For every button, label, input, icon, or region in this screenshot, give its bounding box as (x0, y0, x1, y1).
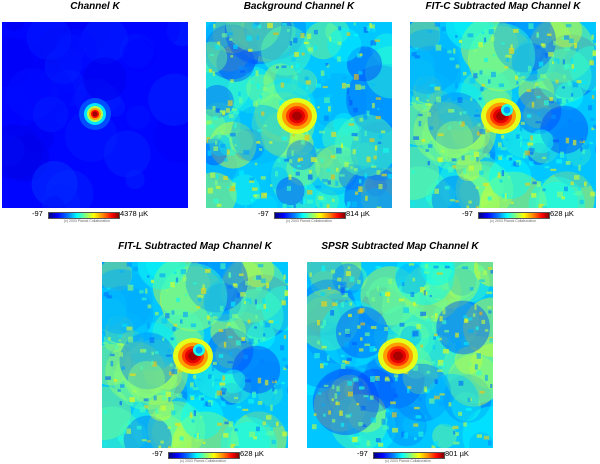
colorbar-min-label: -97 (258, 209, 269, 218)
panel-title: FIT-L Subtracted Map Channel K (118, 241, 272, 252)
colorbar (168, 452, 240, 459)
colorbar-credit: (c) 2003 Planck Collaboration (180, 459, 226, 463)
panel-title: SPSR Subtracted Map Channel K (321, 241, 479, 252)
colorbar-max-label: 4378 µK (120, 209, 149, 218)
panel-channel-k: Channel K -97 4378 µK (c) 2003 Planck Co… (2, 0, 188, 230)
sky-map (206, 22, 392, 208)
colorbar (373, 452, 445, 459)
sky-map (2, 22, 188, 208)
colorbar-max-label: 628 µK (240, 449, 264, 458)
panel-background-channel-k: Background Channel K -97 814 µK (c) 2003… (206, 0, 392, 230)
colorbar-min-label: -97 (152, 449, 163, 458)
colorbar-max-label: 801 µK (445, 449, 469, 458)
colorbar (478, 212, 550, 219)
panel-title: Channel K (70, 1, 120, 12)
colorbar (274, 212, 346, 219)
colorbar-min-label: -97 (462, 209, 473, 218)
panel-fit-l-subtracted: FIT-L Subtracted Map Channel K -97 628 µ… (102, 238, 288, 464)
sky-map (410, 22, 596, 208)
colorbar-min-label: -97 (32, 209, 43, 218)
panel-spsr-subtracted: SPSR Subtracted Map Channel K -97 801 µK… (307, 238, 493, 464)
panel-title: FIT-C Subtracted Map Channel K (425, 1, 581, 12)
colorbar-max-label: 628 µK (550, 209, 574, 218)
colorbar (48, 212, 120, 219)
colorbar-credit: (c) 2003 Planck Collaboration (490, 219, 536, 223)
colorbar-credit: (c) 2003 Planck Collaboration (286, 219, 332, 223)
panel-title: Background Channel K (243, 1, 355, 12)
colorbar-credit: (c) 2003 Planck Collaboration (385, 459, 431, 463)
sky-map (307, 262, 493, 448)
sky-map (102, 262, 288, 448)
colorbar-min-label: -97 (357, 449, 368, 458)
panel-fit-c-subtracted: FIT-C Subtracted Map Channel K -97 628 µ… (410, 0, 596, 230)
colorbar-max-label: 814 µK (346, 209, 370, 218)
colorbar-credit: (c) 2003 Planck Collaboration (64, 219, 110, 223)
